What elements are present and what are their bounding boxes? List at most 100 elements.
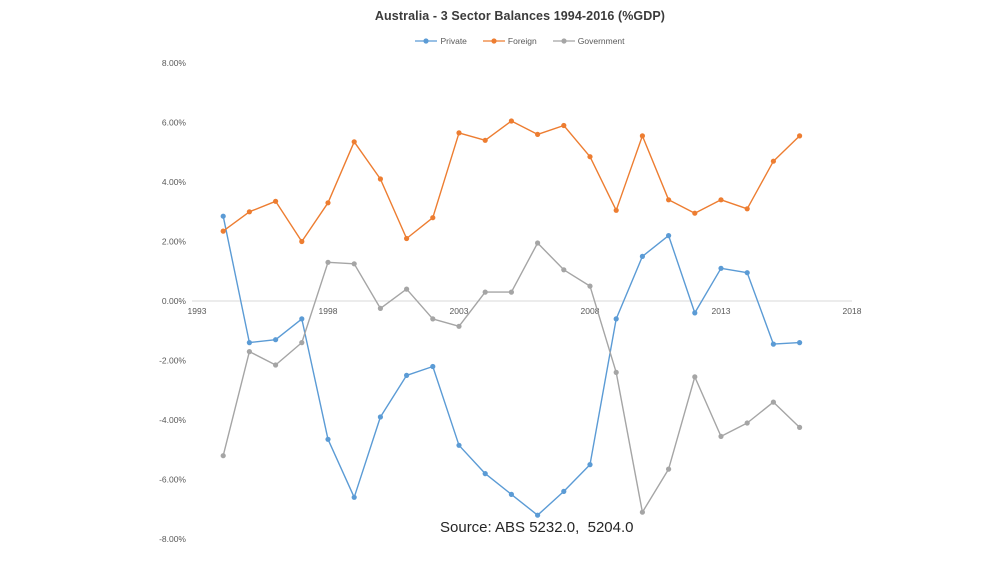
data-point xyxy=(718,265,724,271)
series-private xyxy=(220,213,803,518)
data-point xyxy=(430,363,436,370)
data-point xyxy=(482,471,488,477)
x-tick-label: 2018 xyxy=(843,306,862,316)
y-tick-label: 6.00% xyxy=(162,118,187,128)
data-point xyxy=(220,213,226,219)
y-tick-label: -2.00% xyxy=(159,356,186,366)
data-point xyxy=(246,209,252,215)
data-point xyxy=(273,362,279,368)
data-point xyxy=(718,197,724,203)
data-point xyxy=(325,200,331,206)
data-point xyxy=(666,466,672,472)
x-tick-label: 1998 xyxy=(319,306,338,316)
data-point xyxy=(273,337,279,343)
data-point xyxy=(430,215,436,221)
data-point xyxy=(639,509,646,515)
chart-title: Australia - 3 Sector Balances 1994-2016 … xyxy=(374,9,666,23)
y-tick-label: 4.00% xyxy=(162,177,187,187)
legend-item-foreign: Foreign xyxy=(482,36,537,46)
x-tick-label: 2008 xyxy=(581,306,600,316)
legend-item-private: Private xyxy=(415,36,467,46)
data-point xyxy=(770,341,777,347)
source-note: Source: ABS 5232.0, 5204.0 xyxy=(440,519,634,536)
series-foreign xyxy=(220,118,803,245)
data-point xyxy=(508,491,514,497)
data-point xyxy=(246,349,252,355)
legend-label-government: Government xyxy=(577,36,625,46)
data-point xyxy=(770,158,777,164)
data-point xyxy=(508,118,514,124)
x-tick-label: 2003 xyxy=(450,306,469,316)
y-tick-label: 2.00% xyxy=(162,237,187,247)
data-point xyxy=(220,228,226,234)
data-point xyxy=(639,133,646,139)
data-point xyxy=(482,137,488,143)
chart-legend: Private Foreign Government xyxy=(40,36,1000,46)
data-point xyxy=(587,462,593,468)
data-point xyxy=(377,305,383,311)
data-point xyxy=(377,414,383,420)
series-line xyxy=(222,120,801,243)
data-point xyxy=(666,233,672,239)
data-point xyxy=(692,210,698,216)
data-point xyxy=(220,453,226,459)
data-point xyxy=(744,270,750,276)
data-point xyxy=(639,253,646,259)
data-point xyxy=(613,316,619,322)
data-point xyxy=(430,316,436,322)
data-point xyxy=(404,286,410,292)
data-point xyxy=(666,197,672,203)
y-tick-label: 0.00% xyxy=(162,296,187,306)
data-point xyxy=(273,198,279,204)
data-point xyxy=(325,259,331,265)
data-point xyxy=(456,130,462,136)
y-tick-label: 8.00% xyxy=(162,58,187,68)
data-point xyxy=(482,289,488,295)
data-point xyxy=(351,261,357,267)
series-line xyxy=(222,242,801,513)
data-point xyxy=(692,374,698,380)
data-point xyxy=(456,323,462,329)
data-point xyxy=(535,512,541,518)
data-point xyxy=(299,316,305,322)
data-point xyxy=(535,131,541,137)
x-tick-label: 2013 xyxy=(712,306,731,316)
data-point xyxy=(797,424,803,430)
data-point xyxy=(299,340,305,346)
x-tick-label: 1993 xyxy=(188,306,207,316)
data-point xyxy=(351,139,357,145)
data-point xyxy=(744,206,750,212)
data-point xyxy=(587,283,593,289)
data-point xyxy=(561,267,567,273)
data-point xyxy=(561,122,567,129)
data-point xyxy=(561,488,567,494)
data-point xyxy=(613,369,619,375)
legend-marker-private xyxy=(415,38,438,44)
series-government xyxy=(220,240,803,515)
data-point xyxy=(246,340,252,346)
data-point xyxy=(797,133,803,139)
data-point xyxy=(377,176,383,182)
data-point xyxy=(770,399,777,405)
y-tick-label: -8.00% xyxy=(159,534,186,544)
data-point xyxy=(744,420,750,426)
data-point xyxy=(613,207,619,213)
data-point xyxy=(404,235,410,242)
data-point xyxy=(325,436,331,442)
data-point xyxy=(718,433,724,439)
data-point xyxy=(404,372,410,378)
data-point xyxy=(587,154,593,160)
legend-label-foreign: Foreign xyxy=(507,36,537,46)
data-point xyxy=(692,310,698,316)
legend-marker-government xyxy=(552,38,575,44)
legend-marker-foreign xyxy=(482,38,505,44)
data-point xyxy=(508,289,514,295)
data-point xyxy=(351,494,357,500)
data-point xyxy=(299,238,305,245)
legend-item-government: Government xyxy=(552,36,625,46)
series-line xyxy=(222,216,800,516)
data-point xyxy=(797,340,803,346)
legend-label-private: Private xyxy=(440,36,467,46)
